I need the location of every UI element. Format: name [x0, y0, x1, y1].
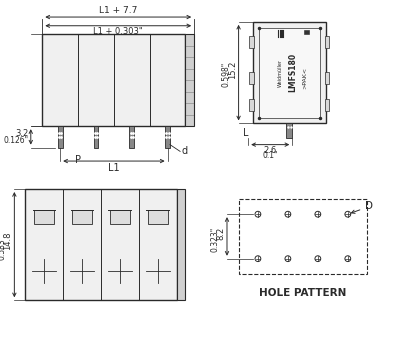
Bar [129, 126, 134, 147]
Bar [42, 35, 186, 126]
Bar [177, 189, 186, 300]
Bar [72, 210, 92, 224]
Bar [94, 126, 98, 147]
Text: 3.2: 3.2 [16, 130, 29, 138]
Text: 15.2: 15.2 [228, 61, 237, 79]
Bar [165, 126, 170, 147]
Text: >PAK<: >PAK< [303, 66, 308, 89]
Text: D: D [352, 201, 373, 213]
Bar [304, 30, 309, 35]
Bar [249, 36, 254, 48]
Bar [249, 99, 254, 111]
Text: 14.8: 14.8 [4, 231, 12, 250]
Text: LMFS180: LMFS180 [288, 53, 298, 92]
Bar [325, 99, 330, 111]
Text: P: P [75, 155, 81, 165]
Bar [186, 35, 194, 126]
Text: 0.126": 0.126" [4, 136, 29, 145]
Text: 0.1": 0.1" [262, 151, 278, 161]
Text: 2.6: 2.6 [264, 146, 277, 155]
Text: HOLE PATTERN: HOLE PATTERN [259, 288, 346, 298]
Bar [253, 22, 326, 124]
Bar [58, 126, 63, 147]
Bar [286, 124, 292, 138]
Bar [249, 72, 254, 84]
Bar [325, 36, 330, 48]
Text: 0.598": 0.598" [222, 62, 231, 87]
Text: Weidmüller: Weidmüller [278, 59, 283, 87]
Bar [259, 28, 320, 117]
Bar [110, 210, 130, 224]
Text: L1 + 7.7: L1 + 7.7 [99, 6, 138, 15]
Text: d: d [181, 146, 187, 156]
Text: L1 + 0.303": L1 + 0.303" [94, 27, 143, 36]
Bar [25, 189, 177, 300]
Bar [148, 210, 168, 224]
Bar [34, 210, 54, 224]
Text: L: L [243, 128, 248, 138]
Bar [238, 199, 367, 274]
Text: 0.583": 0.583" [0, 235, 7, 260]
Text: 0.323": 0.323" [210, 227, 219, 252]
Text: 8.2: 8.2 [216, 227, 225, 240]
Bar [325, 72, 330, 84]
Text: L1: L1 [108, 163, 120, 173]
